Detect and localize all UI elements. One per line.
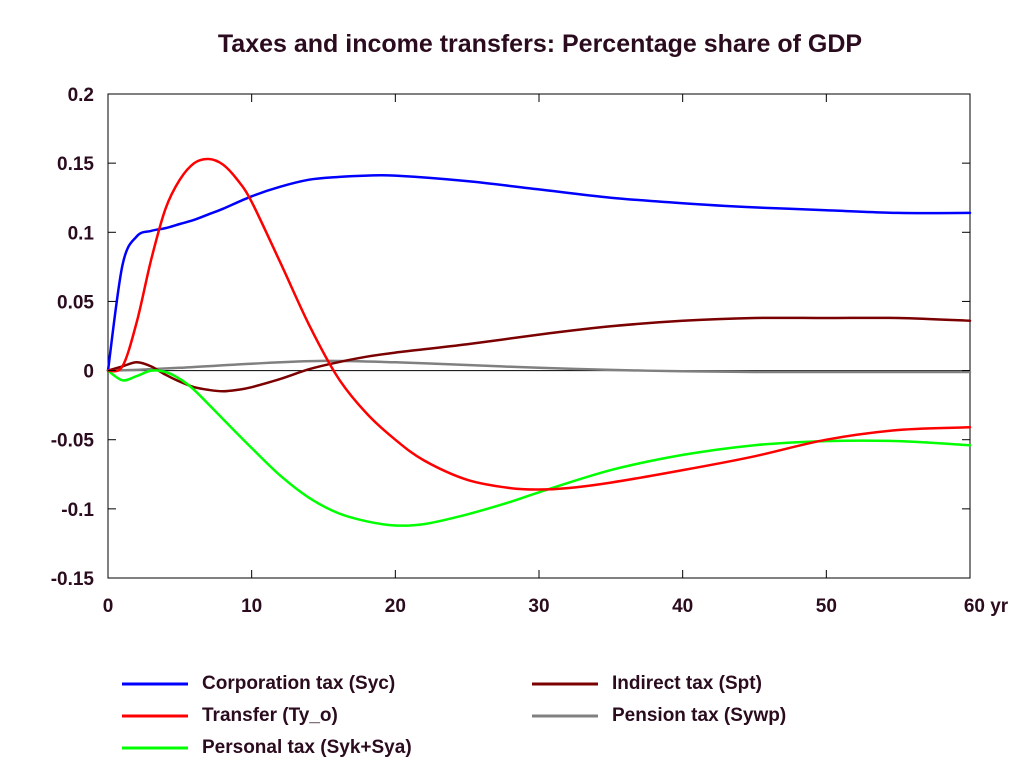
legend-label: Corporation tax (Syc) (202, 673, 395, 694)
legend-label: Indirect tax (Spt) (612, 673, 762, 694)
y-tick-label: 0.2 (68, 85, 94, 106)
x-tick-label: 30 (528, 596, 549, 617)
y-tick-label: 0.15 (57, 154, 94, 175)
x-tick-label: 20 (385, 596, 406, 617)
x-tick-label: 10 (241, 596, 262, 617)
y-tick-label: -0.05 (51, 431, 95, 452)
legend-label: Pension tax (Sywp) (612, 705, 786, 726)
legend: Corporation tax (Syc) Transfer (Ty_o) Pers… (122, 673, 786, 758)
chart-title: Taxes and income transfers: Percentage s… (218, 30, 862, 58)
series-line-indirect-tax-spt (106, 316, 972, 393)
legend-label: Personal tax (Syk+Sya) (202, 737, 412, 758)
legend-label: Transfer (Ty_o) (202, 705, 338, 726)
tick-layer: 0.2 0.15 0.1 0.05 0 -0.05 -0.1 -0.15 0 10 20 30 40 50… (51, 85, 1009, 617)
plot-border (107, 93, 971, 579)
x-tick-label: 0 (103, 596, 114, 617)
y-tick-label: 0.05 (57, 292, 94, 313)
series-line-pension-tax-sywp (106, 359, 972, 374)
x-tick-label: 50 (816, 596, 837, 617)
series-layer (106, 157, 972, 527)
series-line-transfer-ty-o (106, 157, 972, 491)
y-tick-label: -0.15 (51, 569, 95, 590)
y-tick-label: -0.1 (61, 500, 94, 521)
plot-frame (107, 93, 971, 579)
x-tick-label: 60 yr (964, 596, 1009, 617)
series-line-corporation-tax-syc (106, 173, 972, 372)
series-line-personal-tax-syk-sya (106, 369, 972, 527)
x-tick-label: 40 (672, 596, 693, 617)
y-tick-label: 0 (83, 362, 94, 383)
y-tick-label: 0.1 (68, 223, 95, 244)
